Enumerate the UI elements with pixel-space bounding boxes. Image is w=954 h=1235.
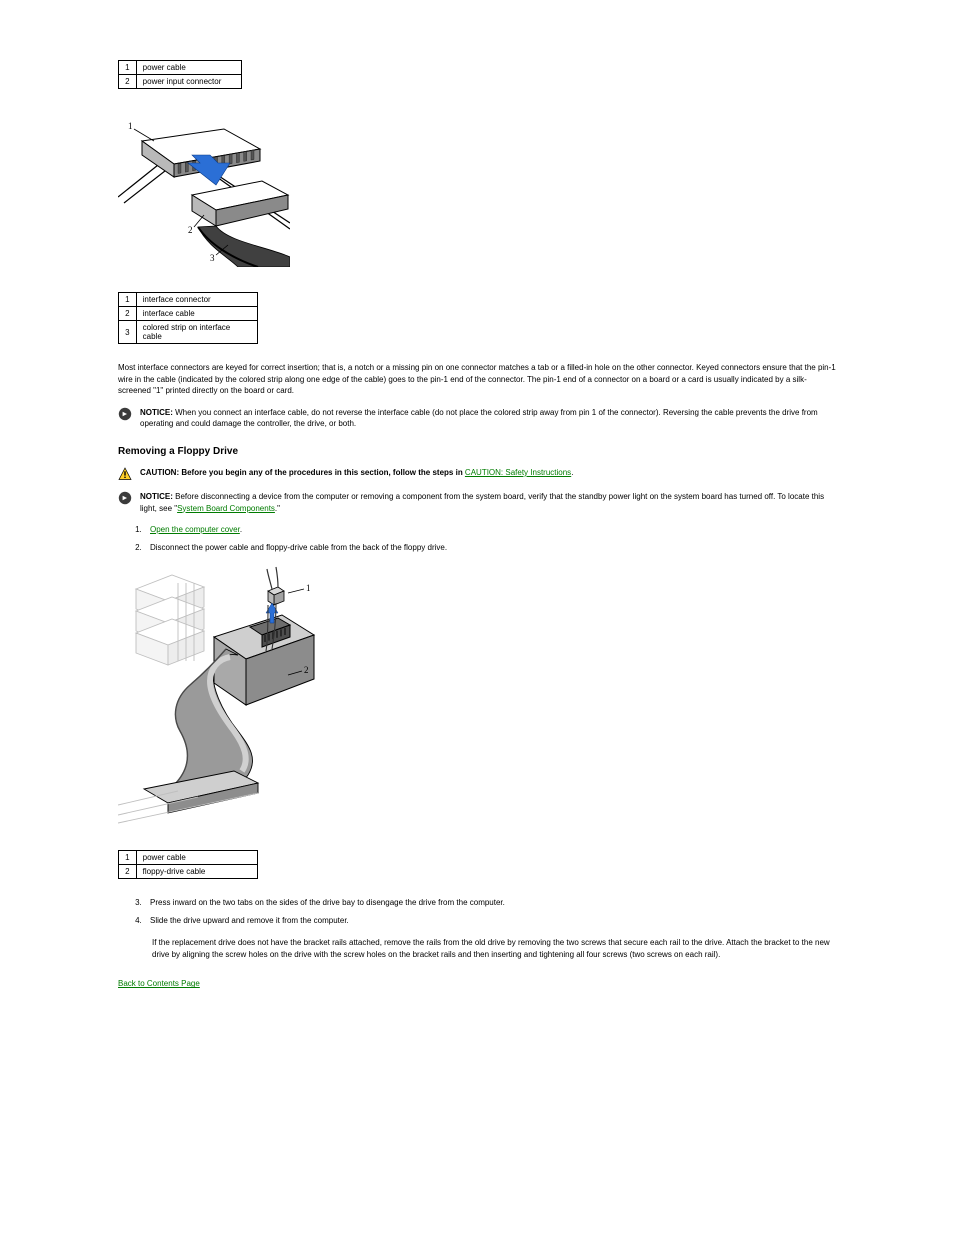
system-board-components-link[interactable]: System Board Components (177, 504, 275, 513)
legend-num: 2 (119, 75, 137, 89)
legend-label: power input connector (136, 75, 241, 89)
notice-text: NOTICE: Before disconnecting a device fr… (140, 491, 836, 514)
back-to-contents: Back to Contents Page (118, 979, 836, 988)
caution-safety: CAUTION: Before you begin any of the pro… (118, 467, 836, 481)
notice-label: NOTICE: (140, 408, 173, 417)
legend-table-1: 1power cable2power input connector (118, 60, 242, 89)
legend-label: floppy-drive cable (136, 864, 257, 878)
interface-connector-paragraph: Most interface connectors are keyed for … (118, 362, 836, 397)
legend-num: 1 (119, 850, 137, 864)
legend-label: interface cable (136, 307, 257, 321)
notice-tail: ." (275, 504, 280, 513)
legend-label: colored strip on interface cable (136, 321, 257, 344)
svg-text:3: 3 (210, 253, 215, 263)
figure-connector-detail: 1 2 3 (118, 107, 836, 272)
legend-label: interface connector (136, 293, 257, 307)
notice-body: When you connect an interface cable, do … (140, 408, 818, 429)
legend-num: 2 (119, 307, 137, 321)
caution-tail: . (571, 468, 573, 477)
step-text: Disconnect the power cable and floppy-dr… (150, 543, 447, 552)
legend-label: power cable (136, 61, 241, 75)
legend-num: 3 (119, 321, 137, 344)
notice-icon (118, 407, 132, 421)
connector-detail-illustration: 1 2 3 (118, 107, 290, 267)
notice-standby-power: NOTICE: Before disconnecting a device fr… (118, 491, 836, 514)
legend-num: 1 (119, 61, 137, 75)
bracket-rails-note: If the replacement drive does not have t… (152, 937, 836, 961)
notice-reverse-cable: NOTICE: When you connect an interface ca… (118, 407, 836, 430)
caution-icon (118, 467, 132, 481)
steps-list-2: Press inward on the two tabs on the side… (118, 897, 836, 928)
caution-body-prefix: CAUTION: Before you begin any of the pro… (140, 468, 465, 477)
legend-label: power cable (136, 850, 257, 864)
step-text: Press inward on the two tabs on the side… (150, 898, 505, 907)
legend-table-3: 1power cable2floppy-drive cable (118, 850, 258, 879)
step-item: Open the computer cover. (144, 524, 836, 537)
legend-num: 2 (119, 864, 137, 878)
heading-removing-floppy: Removing a Floppy Drive (118, 446, 836, 457)
caution-safety-link[interactable]: CAUTION: Safety Instructions (465, 468, 571, 477)
svg-text:1: 1 (306, 583, 311, 593)
svg-text:2: 2 (304, 665, 309, 675)
svg-text:2: 2 (188, 225, 193, 235)
back-to-contents-link[interactable]: Back to Contents Page (118, 979, 200, 988)
figure-floppy-removal: 12 (118, 565, 836, 830)
legend-num: 1 (119, 293, 137, 307)
notice-label: NOTICE: (140, 492, 173, 501)
notice-text: NOTICE: When you connect an interface ca… (140, 407, 836, 430)
caution-text: CAUTION: Before you begin any of the pro… (140, 467, 573, 479)
step-item: Press inward on the two tabs on the side… (144, 897, 836, 910)
legend-table-2: 1interface connector2interface cable3col… (118, 292, 258, 344)
notice-icon (118, 491, 132, 505)
step-item: Slide the drive upward and remove it fro… (144, 915, 836, 928)
svg-text:1: 1 (128, 121, 133, 131)
step-link[interactable]: Open the computer cover (150, 525, 240, 534)
steps-list-1: Open the computer cover. Disconnect the p… (118, 524, 836, 555)
step-text-after: . (240, 525, 242, 534)
step-item: Disconnect the power cable and floppy-dr… (144, 542, 836, 555)
step-text: Slide the drive upward and remove it fro… (150, 916, 349, 925)
floppy-removal-illustration: 12 (118, 565, 343, 825)
